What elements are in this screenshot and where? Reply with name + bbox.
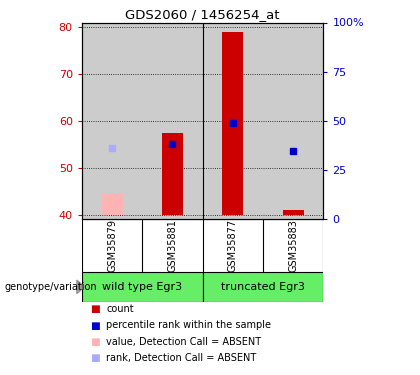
Text: ■: ■	[90, 304, 100, 314]
Text: GSM35881: GSM35881	[168, 219, 178, 272]
Bar	[203, 272, 323, 302]
Text: rank, Detection Call = ABSENT: rank, Detection Call = ABSENT	[106, 353, 257, 363]
Bar	[142, 22, 203, 219]
Text: truncated Egr3: truncated Egr3	[221, 282, 305, 292]
Bar	[162, 133, 183, 214]
Text: ■: ■	[90, 321, 100, 330]
Bar	[102, 194, 123, 214]
Text: genotype/variation: genotype/variation	[4, 282, 97, 292]
Text: GSM35883: GSM35883	[288, 219, 298, 272]
Title: GDS2060 / 1456254_at: GDS2060 / 1456254_at	[126, 8, 280, 21]
Text: ■: ■	[90, 353, 100, 363]
Text: wild type Egr3: wild type Egr3	[102, 282, 182, 292]
Polygon shape	[77, 280, 84, 294]
Bar	[82, 272, 203, 302]
Bar	[222, 32, 244, 214]
Text: count: count	[106, 304, 134, 314]
Bar	[263, 22, 323, 219]
Text: value, Detection Call = ABSENT: value, Detection Call = ABSENT	[106, 337, 261, 346]
Bar	[283, 210, 304, 214]
Text: ■: ■	[90, 337, 100, 346]
Bar	[82, 22, 142, 219]
Text: GSM35877: GSM35877	[228, 219, 238, 272]
Bar	[203, 22, 263, 219]
Text: percentile rank within the sample: percentile rank within the sample	[106, 321, 271, 330]
Text: GSM35879: GSM35879	[107, 219, 117, 272]
